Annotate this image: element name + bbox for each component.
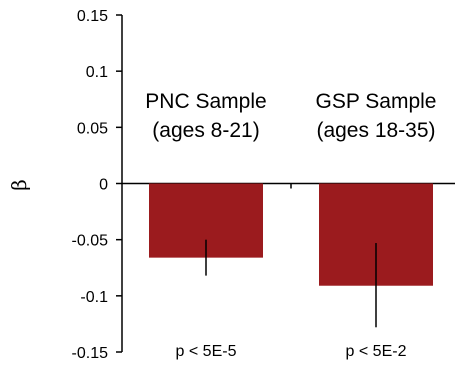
y-tick-label: -0.05 [72, 233, 109, 250]
p-value-label: p < 5E-2 [346, 343, 407, 360]
y-tick-label: 0 [99, 177, 108, 194]
category-label: (ages 8-21) [152, 119, 259, 142]
y-tick-label: 0.15 [77, 8, 108, 25]
p-value-labels: p < 5E-5 p < 5E-2 [176, 343, 407, 360]
y-tick-label: -0.1 [80, 289, 108, 306]
category-label: PNC Sample [145, 90, 266, 113]
category-label: (ages 18-35) [316, 119, 435, 142]
y-axis-label: β [7, 179, 31, 191]
y-tick-label: -0.15 [72, 345, 109, 362]
category-label: GSP Sample [315, 90, 436, 113]
p-value-label: p < 5E-5 [176, 343, 237, 360]
bars [149, 183, 433, 286]
category-labels: PNC Sample (ages 8-21) GSP Sample (ages 18-… [145, 90, 436, 142]
y-tick-label: 0.1 [86, 64, 108, 81]
y-tick-label: 0.05 [77, 120, 108, 137]
error-bars [205, 239, 377, 328]
